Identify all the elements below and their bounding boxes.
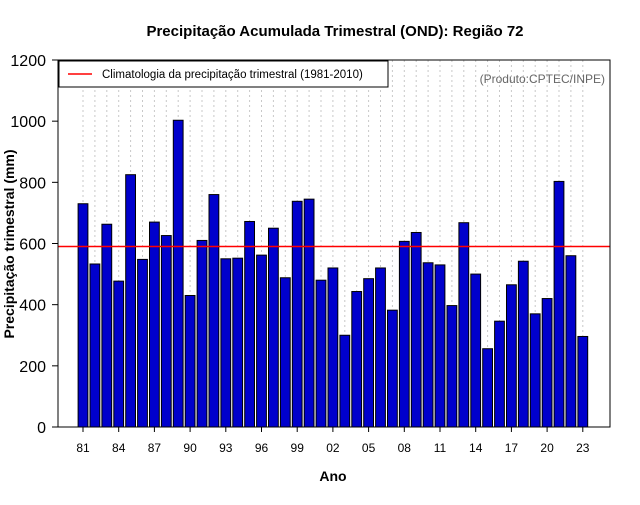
x-tick-label: 14 xyxy=(469,441,483,455)
bar-1988 xyxy=(160,235,172,428)
bar-1985 xyxy=(125,174,136,428)
bar-2010 xyxy=(422,262,434,428)
bar-2013 xyxy=(458,222,470,428)
bar-2007 xyxy=(387,309,398,428)
bar-2022 xyxy=(565,255,577,428)
y-tick-label: 0 xyxy=(37,420,46,437)
bar-1986 xyxy=(137,258,148,428)
y-tick-label: 200 xyxy=(19,359,46,376)
x-tick-label: 05 xyxy=(362,441,376,455)
x-tick-label: 96 xyxy=(255,441,269,455)
y-tick-label: 600 xyxy=(19,237,46,254)
x-tick-label: 20 xyxy=(540,441,554,455)
bar-2005 xyxy=(363,278,375,428)
bar-1996 xyxy=(256,254,267,428)
bar-2015 xyxy=(482,348,494,428)
legend: Climatologia da precipitação trimestral … xyxy=(58,60,389,88)
bar-2014 xyxy=(470,273,482,428)
bar-2019 xyxy=(529,313,541,428)
bar-1997 xyxy=(268,227,279,428)
bar-1989 xyxy=(172,119,184,428)
bar-2006 xyxy=(375,267,386,428)
bar-2002 xyxy=(327,267,339,428)
x-tick-label: 08 xyxy=(398,441,412,455)
bar-1995 xyxy=(244,220,255,428)
x-tick-label: 02 xyxy=(326,441,340,455)
bar-2008 xyxy=(398,240,410,428)
legend-label: Climatologia da precipitação trimestral … xyxy=(102,69,363,81)
bar-1999 xyxy=(291,200,303,428)
x-tick-label: 11 xyxy=(434,441,447,455)
legend-box xyxy=(58,60,389,88)
x-tick-label: 84 xyxy=(112,441,126,455)
bar-2011 xyxy=(434,264,446,428)
x-tick-label: 81 xyxy=(76,441,90,455)
x-tick-label: 93 xyxy=(219,441,233,455)
x-tick-label: 87 xyxy=(148,441,162,455)
x-axis-label: Ano xyxy=(319,468,346,484)
bar-2000 xyxy=(303,198,315,428)
bar-1990 xyxy=(184,294,196,428)
x-tick-label: 17 xyxy=(505,441,519,455)
x-tick-label: 99 xyxy=(291,441,305,455)
bar-2009 xyxy=(410,231,422,428)
bar-2020 xyxy=(541,298,553,428)
bar-2017 xyxy=(506,284,517,428)
bar-2012 xyxy=(446,305,458,428)
credit-text: (Produto:CPTEC/INPE) xyxy=(480,72,605,86)
bar-1983 xyxy=(101,223,113,428)
bar-1992 xyxy=(208,194,220,428)
y-tick-label: 400 xyxy=(19,298,46,315)
bar-1991 xyxy=(196,239,208,428)
bar-2021 xyxy=(553,180,565,428)
bar-2023 xyxy=(577,335,589,428)
bar-1994 xyxy=(232,257,244,428)
x-tick-label: 90 xyxy=(183,441,197,455)
bar-2001 xyxy=(315,279,327,428)
chart-title: Precipitação Acumulada Trimestral (OND):… xyxy=(146,23,523,40)
y-tick-label: 800 xyxy=(19,175,46,192)
bar-2016 xyxy=(494,320,505,428)
bar-1993 xyxy=(220,258,232,428)
bar-2018 xyxy=(517,260,529,428)
y-tick-label: 1200 xyxy=(10,53,46,70)
y-tick-label: 1000 xyxy=(10,114,46,131)
bar-1998 xyxy=(279,277,291,428)
bar-1981 xyxy=(77,203,89,428)
bar-1984 xyxy=(113,280,125,428)
bar-2004 xyxy=(351,291,363,428)
bar-1982 xyxy=(89,263,101,428)
bar-2003 xyxy=(339,334,351,428)
y-axis-label: Precipitação trimestral (mm) xyxy=(1,149,17,338)
bar-1987 xyxy=(149,221,160,428)
x-tick-label: 23 xyxy=(576,441,590,455)
